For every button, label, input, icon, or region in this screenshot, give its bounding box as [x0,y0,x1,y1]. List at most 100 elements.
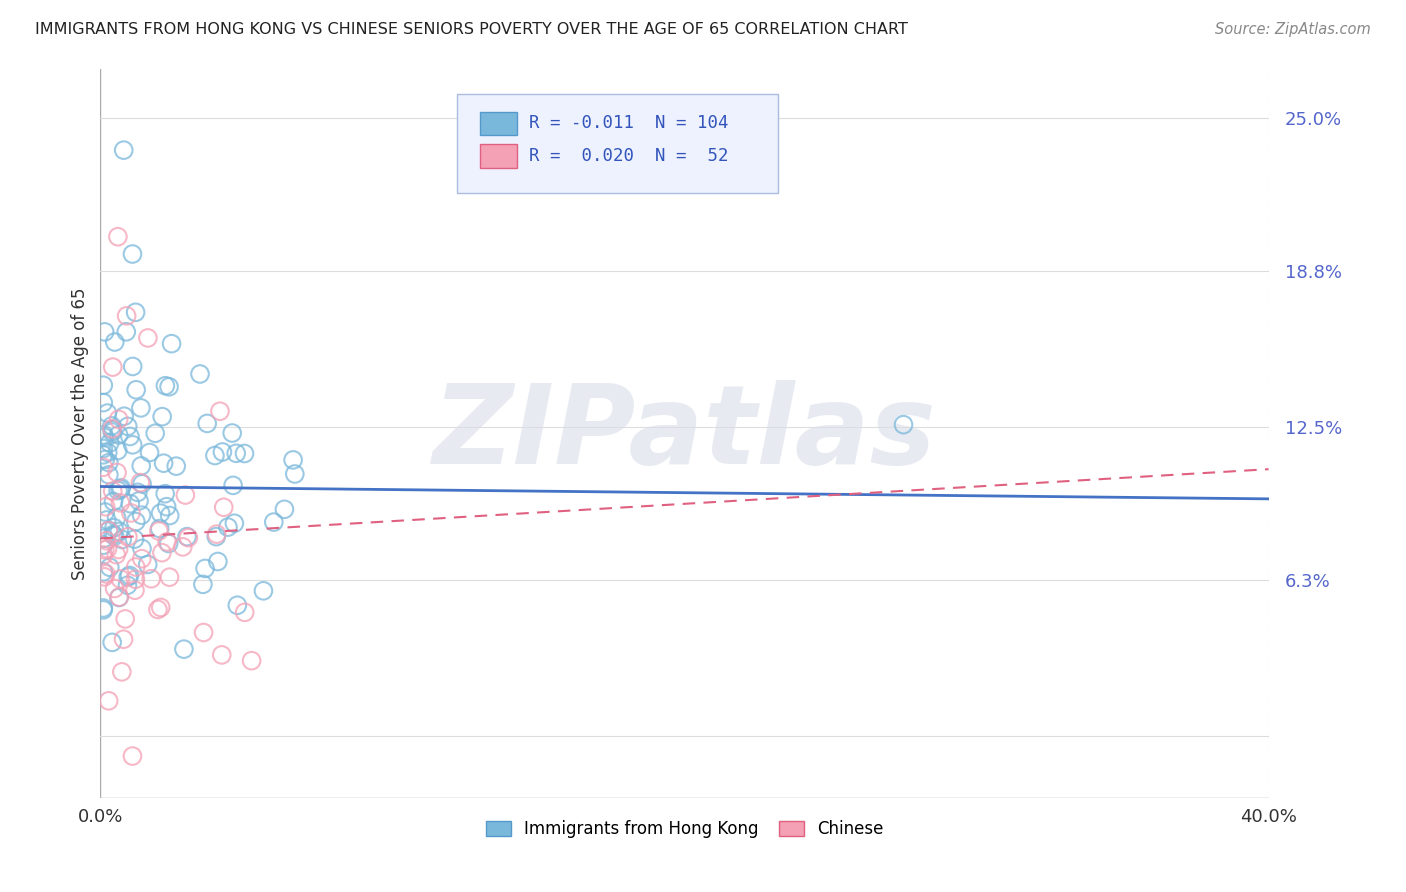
Point [107,412,129,426]
Legend: Immigrants from Hong Kong, Chinese: Immigrants from Hong Kong, Chinese [479,814,890,845]
Point [149,522,172,536]
Point [107,483,129,498]
Point [107,229,129,244]
Point [110,496,132,510]
Point [273,502,295,516]
Point [91,565,114,579]
Point [129,458,152,473]
Point [143,426,166,441]
Point [136,331,159,345]
Point [281,453,304,467]
Point [108,524,131,539]
Point [91,442,114,456]
Point [146,602,169,616]
Point [222,478,245,492]
Point [211,445,233,459]
Point [117,530,139,544]
Point [152,456,174,470]
Point [207,554,229,568]
Point [97,524,120,538]
Point [129,475,152,490]
Point [93,532,115,546]
Point [98,436,121,450]
Point [205,530,228,544]
Point [97,694,120,708]
Point [159,508,181,523]
Point [101,360,124,375]
Point [112,143,135,157]
Point [177,531,200,545]
Point [195,417,218,431]
Point [225,446,247,460]
Point [221,425,243,440]
Point [125,515,148,529]
Point [91,601,114,615]
Point [155,378,177,392]
Point [284,467,307,481]
Point [211,648,233,662]
Point [104,334,127,349]
Point [91,460,114,475]
Point [128,494,150,508]
Point [121,247,143,261]
Point [115,325,138,339]
Point [160,336,183,351]
Text: Source: ZipAtlas.com: Source: ZipAtlas.com [1215,22,1371,37]
Point [112,409,135,424]
Point [97,524,120,538]
FancyBboxPatch shape [457,94,778,193]
Point [94,452,117,467]
Point [120,506,142,520]
Point [117,570,139,584]
Point [111,665,134,679]
Point [104,582,127,596]
Point [226,599,249,613]
Point [204,449,226,463]
Point [233,606,256,620]
Point [124,572,146,586]
Point [97,445,120,459]
Point [194,561,217,575]
Point [150,546,173,560]
Point [208,404,231,418]
Point [93,430,115,444]
Text: R = -0.011  N = 104: R = -0.011 N = 104 [529,114,728,132]
Point [110,572,132,586]
Point [157,380,180,394]
Point [156,534,179,549]
Point [188,367,211,381]
Point [101,425,124,439]
Point [131,551,153,566]
Point [96,541,118,556]
Point [159,570,181,584]
Point [93,570,115,584]
Point [101,527,124,541]
Point [101,635,124,649]
Point [156,500,179,514]
FancyBboxPatch shape [479,145,517,168]
Point [193,625,215,640]
Point [141,572,163,586]
Point [98,560,121,574]
Point [96,513,118,527]
Point [233,446,256,460]
Point [91,448,114,462]
Point [91,603,114,617]
Point [131,541,153,556]
Point [173,642,195,657]
Point [124,532,146,546]
Point [165,459,187,474]
Point [217,520,239,534]
Text: ZIPatlas: ZIPatlas [433,380,936,487]
Point [101,423,124,437]
Point [101,484,124,499]
Point [91,538,114,552]
Point [124,305,146,319]
Point [129,401,152,415]
Point [124,583,146,598]
Point [96,406,118,420]
Y-axis label: Seniors Poverty Over the Age of 65: Seniors Poverty Over the Age of 65 [72,287,89,580]
Point [153,486,176,500]
Point [149,506,172,520]
Point [136,558,159,572]
